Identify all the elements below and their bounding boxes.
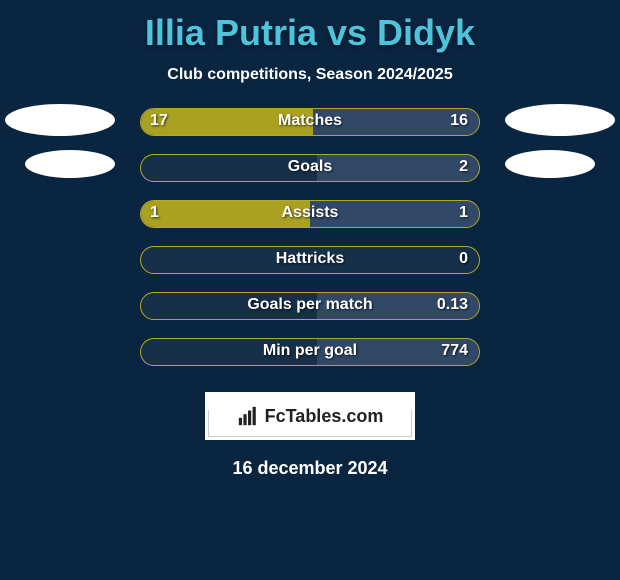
stat-label: Goals xyxy=(140,158,480,176)
stat-label: Matches xyxy=(140,112,480,130)
bars-icon xyxy=(237,405,259,427)
stat-label: Min per goal xyxy=(140,342,480,360)
value-right: 0.13 xyxy=(437,296,468,314)
stat-row: Matches17 16 xyxy=(0,108,620,144)
team-badge-right xyxy=(505,150,595,178)
stat-label: Goals per match xyxy=(140,296,480,314)
subtitle: Club competitions, Season 2024/2025 xyxy=(0,66,620,84)
stat-row: Goals2 xyxy=(0,154,620,190)
page-title: Illia Putria vs Didyk xyxy=(0,0,620,54)
value-left: 1 xyxy=(150,204,159,222)
team-badge-left xyxy=(25,150,115,178)
stat-label: Hattricks xyxy=(140,250,480,268)
value-right: 16 xyxy=(450,112,468,130)
team-badge-right xyxy=(505,104,615,136)
brand-text: FcTables.com xyxy=(265,406,384,427)
value-left: 17 xyxy=(150,112,168,130)
date-text: 16 december 2024 xyxy=(0,458,620,479)
stat-row: Assists1 1 xyxy=(0,200,620,236)
stat-row: Goals per match0.13 xyxy=(0,292,620,328)
value-right: 0 xyxy=(459,250,468,268)
brand-box[interactable]: FcTables.com xyxy=(205,392,415,440)
team-badge-left xyxy=(5,104,115,136)
value-right: 2 xyxy=(459,158,468,176)
value-right: 1 xyxy=(459,204,468,222)
stat-row: Min per goal774 xyxy=(0,338,620,374)
stat-label: Assists xyxy=(140,204,480,222)
stat-row: Hattricks0 xyxy=(0,246,620,282)
value-right: 774 xyxy=(441,342,468,360)
stats-container: Matches17 16 Goals2 Assists1 1 Hattricks0 Goal… xyxy=(0,108,620,374)
